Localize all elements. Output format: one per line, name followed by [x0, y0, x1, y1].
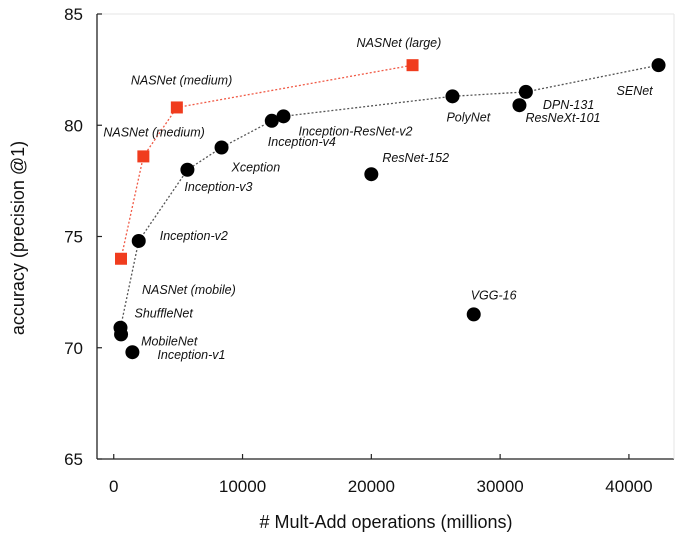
point-label: ResNet-152 — [382, 151, 449, 165]
point-polynet — [445, 89, 460, 104]
y-axis-title: accuracy (precision @1) — [8, 141, 28, 335]
point-label: PolyNet — [446, 110, 490, 124]
point-inception-v4 — [264, 113, 279, 128]
point-label-nasnet: NASNet (large) — [357, 36, 442, 50]
point-label: ResNeXt-101 — [525, 111, 600, 125]
point-shufflenet — [113, 320, 128, 335]
series-lines — [119, 64, 659, 335]
point-label: DPN-131 — [543, 98, 594, 112]
point-dpn-131 — [518, 84, 533, 99]
point-nasnet-3 — [406, 59, 419, 72]
point-label: Inception-ResNet-v2 — [298, 124, 412, 138]
y-tick-label: 75 — [64, 228, 83, 247]
y-tick-label: 65 — [64, 450, 83, 469]
point-nasnet-1 — [137, 150, 150, 163]
point-label: VGG-16 — [471, 288, 517, 302]
x-tick-label: 40000 — [605, 477, 652, 496]
x-tick-label: 30000 — [476, 477, 523, 496]
point-xception — [214, 140, 229, 155]
point-label: Inception-v3 — [184, 180, 252, 194]
y-tick-label: 85 — [64, 5, 83, 24]
point-label: Inception-v2 — [160, 229, 228, 243]
point-senet — [651, 58, 666, 73]
x-tick-label: 10000 — [219, 477, 266, 496]
point-vgg-16 — [466, 307, 481, 322]
point-inception-resnet-v2 — [276, 109, 291, 124]
data-points — [113, 58, 666, 360]
point-inception-v1 — [125, 345, 140, 360]
point-label: Inception-v4 — [268, 135, 336, 149]
axes: 65 70 75 80 85 0 10000 20000 30000 40000 — [64, 5, 675, 496]
point-nasnet-2 — [170, 101, 183, 114]
point-resnet-152 — [364, 167, 379, 182]
point-label-nasnet: NASNet (mobile) — [142, 283, 236, 297]
point-nasnet-0 — [115, 252, 128, 265]
point-inception-v3 — [180, 162, 195, 177]
point-inception-v2 — [131, 233, 146, 248]
nasnet-line — [120, 64, 413, 259]
x-tick-label: 20000 — [348, 477, 395, 496]
point-label: SENet — [617, 84, 654, 98]
x-tick-label: 0 — [109, 477, 118, 496]
point-label-nasnet: NASNet (medium) — [103, 125, 204, 139]
y-tick-label: 70 — [64, 339, 83, 358]
point-label: MobileNet — [141, 334, 198, 348]
point-label: Xception — [231, 161, 281, 175]
point-labels: MobileNet ShuffleNet Inception-v1 Inception… — [103, 36, 653, 362]
x-axis-title: # Mult-Add operations (millions) — [259, 512, 512, 532]
y-tick-label: 80 — [64, 116, 83, 135]
point-label: ShuffleNet — [134, 307, 193, 321]
point-label-nasnet: NASNet (medium) — [131, 73, 232, 87]
point-label: Inception-v1 — [157, 348, 225, 362]
point-resnext-101 — [512, 98, 527, 113]
